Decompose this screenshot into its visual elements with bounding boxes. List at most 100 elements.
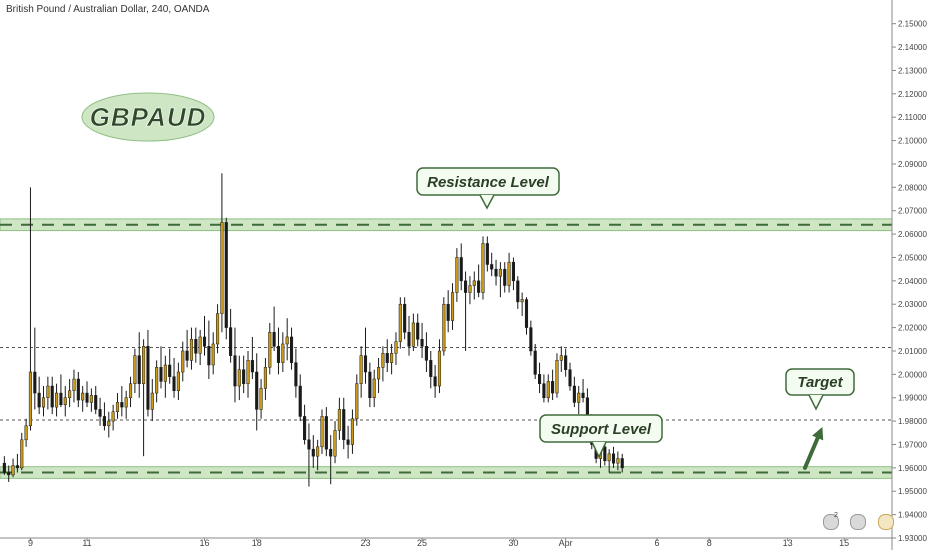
candle bbox=[311, 435, 315, 468]
candle bbox=[107, 411, 111, 438]
candle bbox=[28, 187, 33, 431]
candle bbox=[55, 383, 59, 417]
candle-body bbox=[285, 336, 289, 345]
price-tick-label: 2.15000 bbox=[898, 20, 927, 29]
candle bbox=[233, 327, 237, 403]
candle bbox=[98, 397, 102, 426]
chat-icon-count: 2 bbox=[834, 512, 838, 519]
candle bbox=[450, 283, 455, 330]
candle bbox=[359, 346, 363, 398]
price-tick-label: 1.97000 bbox=[898, 440, 927, 449]
candle bbox=[572, 376, 576, 408]
candle-body bbox=[68, 390, 72, 398]
candle-body bbox=[115, 402, 120, 413]
candle-body bbox=[551, 381, 555, 394]
candle-body bbox=[142, 346, 146, 384]
candle-body bbox=[263, 367, 267, 389]
candle-body bbox=[185, 350, 189, 361]
candle-body bbox=[533, 350, 537, 375]
candle bbox=[507, 252, 511, 293]
candle bbox=[150, 379, 154, 422]
candle-body bbox=[385, 353, 389, 363]
chat-icon[interactable] bbox=[823, 514, 839, 530]
candle bbox=[76, 372, 80, 408]
candle-body bbox=[281, 343, 285, 363]
candle-body bbox=[33, 371, 37, 394]
candle bbox=[146, 329, 150, 417]
candles-layer bbox=[2, 173, 624, 487]
price-tick-label: 2.10000 bbox=[898, 137, 927, 146]
candle-body bbox=[176, 371, 180, 391]
reference-lines-layer bbox=[0, 346, 892, 421]
candle-body bbox=[420, 339, 424, 347]
settings-icon[interactable] bbox=[878, 514, 894, 530]
candle bbox=[185, 329, 189, 368]
candle-body bbox=[220, 222, 224, 314]
time-tick-label: 23 bbox=[360, 538, 370, 548]
candle bbox=[68, 379, 72, 408]
candle bbox=[20, 432, 24, 471]
candle-body bbox=[7, 472, 11, 476]
candle bbox=[94, 386, 98, 415]
time-tick-label: 11 bbox=[82, 538, 91, 548]
candle bbox=[24, 418, 28, 447]
logo-badge bbox=[81, 92, 215, 142]
globe-icon[interactable] bbox=[850, 514, 866, 530]
candle bbox=[524, 297, 529, 335]
candle-body bbox=[611, 453, 616, 464]
candle bbox=[285, 318, 289, 361]
candle-body bbox=[490, 264, 494, 270]
candle-body bbox=[416, 322, 420, 340]
candle bbox=[355, 374, 359, 426]
candle-body bbox=[294, 362, 298, 387]
candle-body bbox=[250, 360, 254, 373]
candle bbox=[468, 276, 472, 305]
candle bbox=[115, 393, 120, 419]
candle-body bbox=[198, 336, 202, 354]
candle-body bbox=[372, 378, 376, 398]
candle bbox=[498, 262, 502, 298]
candle bbox=[551, 369, 555, 401]
candle-body bbox=[146, 346, 150, 410]
candle bbox=[198, 329, 202, 366]
price-tick-label: 2.08000 bbox=[898, 183, 927, 192]
candle bbox=[189, 327, 194, 370]
candle-body bbox=[394, 341, 398, 354]
candle-body bbox=[216, 313, 220, 345]
candle bbox=[85, 381, 89, 408]
candle bbox=[607, 449, 611, 473]
candle bbox=[63, 386, 67, 417]
candle-body bbox=[11, 465, 15, 476]
time-tick-label: 30 bbox=[508, 538, 518, 548]
candle bbox=[398, 297, 402, 349]
gbpaud-logo: GBPAUD bbox=[81, 92, 215, 142]
candle bbox=[46, 376, 50, 410]
candle bbox=[163, 355, 167, 398]
candle-body bbox=[429, 360, 433, 377]
candle-body bbox=[59, 392, 63, 405]
candle-body bbox=[381, 353, 385, 368]
candle-body bbox=[346, 439, 350, 445]
candle-body bbox=[616, 458, 620, 464]
time-tick-label: 6 bbox=[655, 538, 660, 548]
candle bbox=[503, 262, 507, 293]
candle bbox=[15, 453, 19, 473]
candle-body bbox=[163, 364, 167, 382]
candle-body bbox=[407, 332, 411, 347]
candle-body bbox=[76, 378, 80, 401]
candle bbox=[477, 264, 481, 298]
candle bbox=[577, 386, 581, 415]
candle bbox=[559, 346, 563, 373]
candle bbox=[263, 357, 267, 401]
candle-body bbox=[155, 367, 159, 394]
candle bbox=[490, 252, 494, 277]
candle bbox=[424, 332, 428, 373]
candle-body bbox=[433, 376, 437, 387]
candle-body bbox=[111, 411, 115, 422]
candle bbox=[568, 362, 572, 391]
candle bbox=[281, 332, 285, 373]
candle bbox=[511, 257, 515, 291]
candle bbox=[368, 362, 372, 408]
candle-body bbox=[298, 385, 302, 417]
